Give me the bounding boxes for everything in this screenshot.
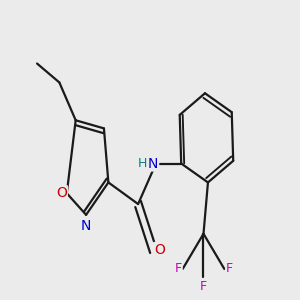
Text: O: O xyxy=(56,186,67,200)
Text: H: H xyxy=(138,157,147,170)
Text: F: F xyxy=(226,262,233,275)
Text: F: F xyxy=(175,262,182,275)
Text: O: O xyxy=(154,243,165,257)
Text: N: N xyxy=(148,157,158,170)
Text: N: N xyxy=(81,219,91,233)
Text: F: F xyxy=(200,280,207,293)
